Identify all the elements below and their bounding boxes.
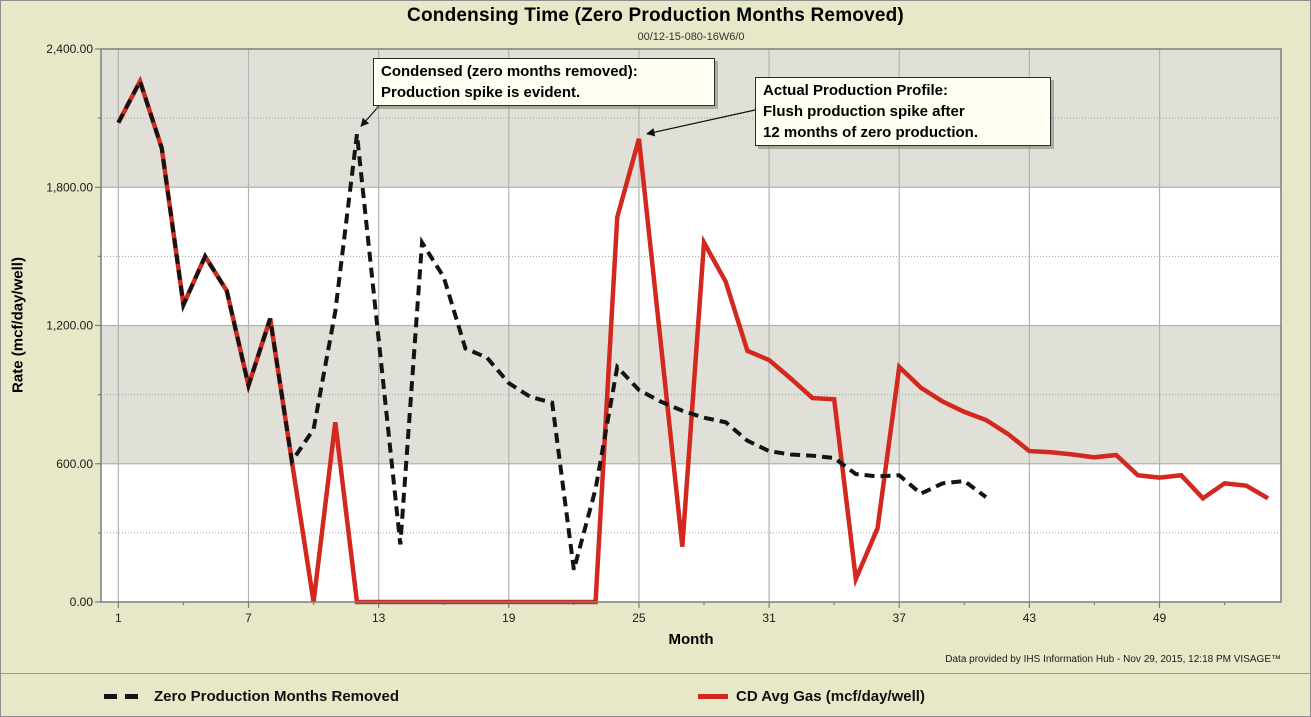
annotation-text-line: Flush production spike after (763, 103, 965, 120)
annotation-text-line: 12 months of zero production. (763, 124, 979, 141)
y-tick-label: 0.00 (70, 595, 94, 609)
annotation-arrow (646, 109, 756, 137)
annotation-actual-profile: Actual Production Profile: Flush product… (755, 77, 1051, 146)
chart-title: Condensing Time (Zero Production Months … (407, 5, 904, 26)
x-tick-label: 13 (372, 611, 386, 625)
legend-item-cd-avg-gas: CD Avg Gas (mcf/day/well) (698, 682, 925, 710)
x-tick-label: 1 (115, 611, 122, 625)
annotation-arrow (360, 105, 380, 127)
y-tick-label: 600.00 (56, 457, 93, 471)
y-tick-label: 1,800.00 (46, 180, 93, 194)
footer-credit: Data provided by IHS Information Hub - N… (945, 654, 1281, 665)
x-tick-label: 37 (893, 611, 907, 625)
y-tick-label: 2,400.00 (46, 42, 93, 56)
plot-border (100, 48, 1282, 603)
annotation-text-line: Condensed (zero months removed): (381, 63, 638, 80)
annotation-text-line: Production spike is evident. (381, 84, 581, 101)
x-tick-label: 43 (1023, 611, 1037, 625)
chart-subtitle: 00/12-15-080-16W6/0 (637, 31, 745, 43)
legend-label: Zero Production Months Removed (154, 687, 400, 705)
x-tick-label: 49 (1153, 611, 1167, 625)
series-line-dashed (116, 76, 988, 571)
legend-label: CD Avg Gas (mcf/day/well) (736, 687, 925, 705)
x-tick-label: 31 (762, 611, 776, 625)
x-tick-label: 25 (632, 611, 646, 625)
solid-line-swatch (698, 693, 728, 699)
annotation-text-line: Actual Production Profile: (763, 82, 949, 99)
annotation-condensed-spike: Condensed (zero months removed): Product… (373, 58, 715, 106)
legend-divider (1, 673, 1310, 674)
y-tick-label: 1,200.00 (46, 319, 93, 333)
x-tick-label: 7 (245, 611, 252, 625)
series-line-solid (116, 75, 1270, 605)
legend: Zero Production Months Removed CD Avg Ga… (1, 682, 1310, 710)
dashed-line-swatch (104, 693, 146, 699)
x-axis-title: Month (668, 631, 714, 648)
x-tick-label: 19 (502, 611, 516, 625)
legend-item-condensed: Zero Production Months Removed (104, 682, 399, 710)
y-axis-title: Rate (mcf/day/well) (9, 257, 27, 393)
